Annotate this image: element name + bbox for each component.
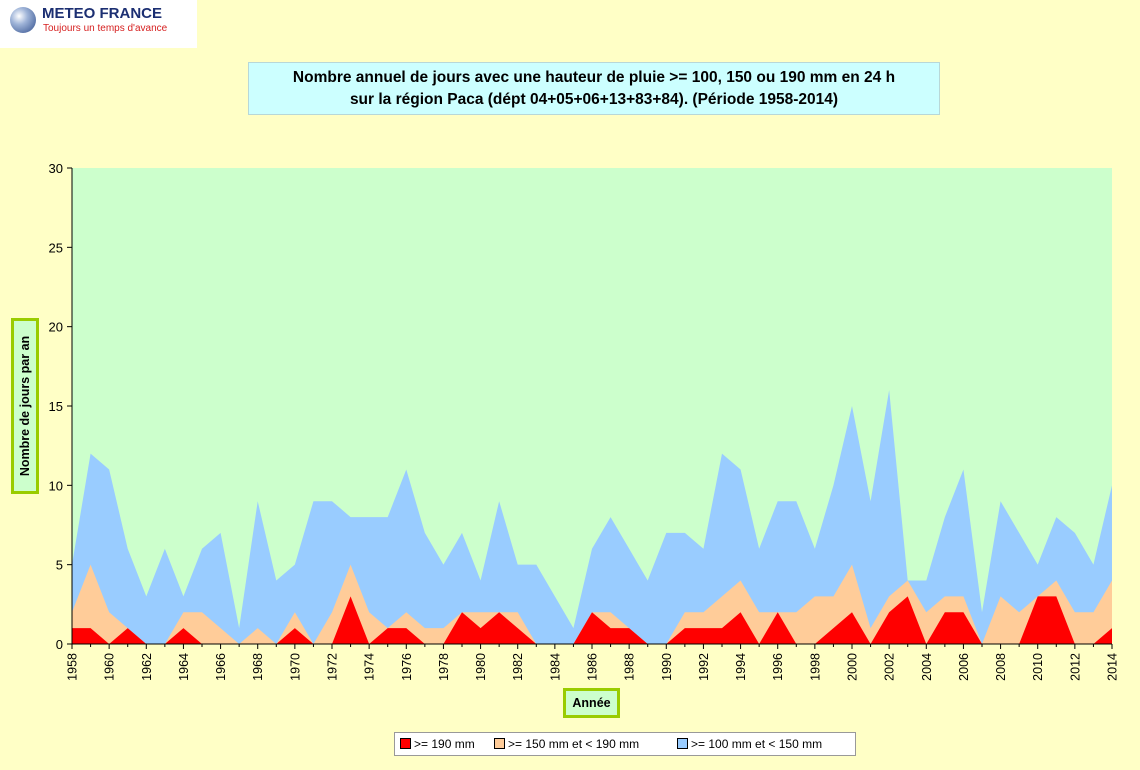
x-tick-label: 1992 (697, 653, 711, 681)
x-tick-label: 1982 (511, 653, 525, 681)
legend-item-150: >= 150 mm et < 190 mm (494, 737, 639, 751)
legend-label-150: >= 150 mm et < 190 mm (508, 737, 640, 751)
x-tick-label: 1974 (363, 653, 377, 681)
x-tick-label: 1996 (771, 653, 785, 681)
logo: METEO FRANCE Toujours un temps d'avance (0, 0, 197, 48)
legend-item-190: >= 190 mm (400, 737, 475, 751)
legend-item-100: >= 100 mm et < 150 mm (677, 737, 822, 751)
x-tick-label: 1964 (177, 653, 191, 681)
x-tick-label: 1988 (623, 653, 637, 681)
x-tick-label: 1984 (548, 653, 562, 681)
y-tick-label: 10 (49, 478, 63, 493)
chart-title: Nombre annuel de jours avec une hauteur … (248, 62, 940, 115)
x-tick-label: 2010 (1031, 653, 1045, 681)
y-tick-label: 0 (56, 637, 63, 652)
x-tick-label: 1998 (808, 653, 822, 681)
x-tick-label: 1972 (326, 653, 340, 681)
x-tick-label: 1966 (214, 653, 228, 681)
x-tick-label: 1978 (437, 653, 451, 681)
y-axis-label: Nombre de jours par an (18, 335, 32, 477)
x-tick-label: 2002 (883, 653, 897, 681)
x-tick-label: 1960 (103, 653, 117, 681)
legend-swatch-100 (677, 738, 688, 750)
x-tick-label: 1958 (66, 653, 80, 681)
globe-icon (10, 7, 36, 33)
legend-swatch-190 (400, 738, 411, 750)
x-tick-label: 2000 (846, 653, 860, 681)
x-tick-label: 2012 (1068, 653, 1082, 681)
x-tick-label: 1976 (400, 653, 414, 681)
legend: >= 190 mm >= 150 mm et < 190 mm >= 100 m… (394, 732, 856, 756)
x-axis-label-box: Année (563, 688, 620, 718)
x-tick-label: 2008 (994, 653, 1008, 681)
x-tick-label: 2014 (1106, 653, 1120, 681)
y-tick-label: 30 (49, 161, 63, 176)
y-tick-label: 20 (49, 320, 63, 335)
legend-swatch-150 (494, 738, 505, 750)
x-tick-label: 2004 (920, 653, 934, 681)
logo-name: METEO FRANCE (42, 5, 162, 22)
legend-label-100: >= 100 mm et < 150 mm (691, 737, 823, 751)
y-tick-label: 5 (56, 558, 63, 573)
x-tick-label: 1990 (660, 653, 674, 681)
x-axis-label: Année (572, 696, 611, 710)
chart-title-line2: sur la région Paca (dépt 04+05+06+13+83+… (349, 91, 839, 108)
y-tick-label: 25 (49, 240, 63, 255)
x-tick-label: 1970 (288, 653, 302, 681)
x-tick-label: 1994 (734, 653, 748, 681)
x-tick-label: 2006 (957, 653, 971, 681)
x-tick-label: 1968 (251, 653, 265, 681)
x-tick-label: 1986 (586, 653, 600, 681)
logo-tagline: Toujours un temps d'avance (43, 23, 168, 34)
y-axis-label-box: Nombre de jours par an (11, 318, 39, 494)
x-tick-label: 1962 (140, 653, 154, 681)
chart-title-line1: Nombre annuel de jours avec une hauteur … (292, 69, 896, 86)
legend-label-190: >= 190 mm (414, 737, 475, 751)
series-area-3 (72, 596, 1112, 644)
x-tick-label: 1980 (474, 653, 488, 681)
y-tick-label: 15 (49, 399, 63, 414)
